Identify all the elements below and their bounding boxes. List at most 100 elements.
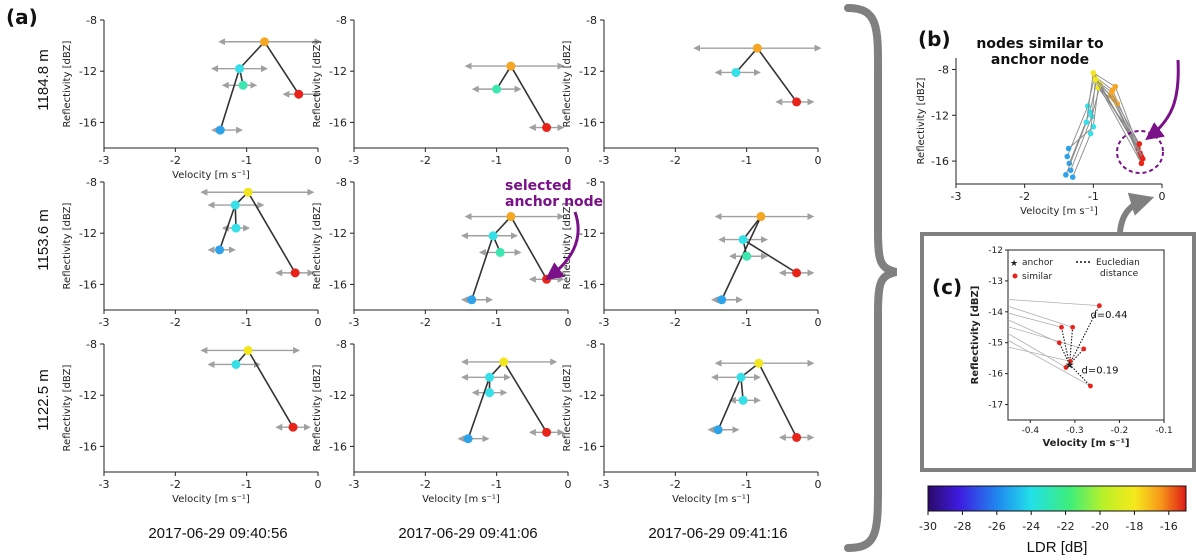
graph-node [230, 200, 240, 210]
x-tick-label: -1 [241, 478, 252, 491]
distance-line [1058, 342, 1071, 365]
graph-edge [735, 47, 758, 74]
graph-node [290, 268, 300, 278]
graph-edge [1072, 133, 1092, 178]
distance-label: d=0.19 [1082, 366, 1119, 377]
similar-annotation-arrow [1145, 59, 1180, 141]
graph-edge [1068, 126, 1094, 149]
graph-edge [756, 47, 798, 103]
graph-node [243, 345, 253, 355]
graph-edge [247, 349, 294, 428]
y-tick-label: -16 [931, 155, 949, 168]
graph-node [542, 427, 552, 437]
x-tick-label: -3 [349, 154, 360, 167]
x-tick-label: -1 [491, 316, 502, 329]
graph-node [243, 187, 253, 197]
distance-line [1068, 327, 1074, 365]
graph-node [238, 80, 248, 90]
anchor-annotation-arrow [545, 211, 580, 281]
y-tick-label: -12 [329, 65, 347, 78]
graph-edge [1092, 87, 1099, 127]
x-tick-label: -0.2 [1111, 426, 1129, 436]
y-tick-label: -12 [579, 227, 597, 240]
distance-line [1069, 305, 1100, 365]
graph-node [1112, 83, 1119, 90]
colorbar-tick-label: -16 [1160, 520, 1178, 533]
x-tick-label: -3 [599, 478, 610, 491]
colorbar-tick-label: -18 [1125, 520, 1143, 533]
x-tick-label: -2 [170, 154, 181, 167]
subplot-r3-c1: -3 -2 -1 0 -8 -12 -16 Reflectivity [dBZ] Velocit… [62, 338, 322, 505]
similar-node [1070, 324, 1076, 330]
x-tick-label: -0.1 [1155, 426, 1173, 436]
subplot-r3-c3: -3 -2 -1 0 -8 -12 -16 Reflectivity [dBZ] Velocit… [562, 338, 822, 505]
graph-node [756, 212, 766, 222]
anchor-annotation-line1: selected [505, 178, 572, 194]
y-tick-label: -17 [988, 401, 1003, 411]
graph-edge [467, 377, 491, 439]
legend-similar-marker [1012, 273, 1018, 279]
graph-edge [247, 191, 296, 274]
graph-edge [1094, 79, 1142, 164]
graph-edge [238, 41, 266, 70]
graph-node [792, 268, 802, 278]
col-label-2: 2017-06-29 09:41:06 [398, 525, 537, 542]
graph-node [467, 295, 477, 305]
colorbar-tick-label: -30 [919, 520, 937, 533]
y-tick-label: -16 [329, 116, 347, 129]
similar-annotation-line2: anchor node [991, 52, 1089, 68]
graph-node [731, 67, 741, 77]
graph-edge [1112, 89, 1139, 149]
y-tick-label: -8 [586, 176, 597, 189]
x-tick-label: -1 [741, 478, 752, 491]
x-tick-label: 0 [815, 154, 822, 167]
graph-edge [742, 216, 762, 241]
graph-node [1085, 103, 1091, 109]
x-tick-label: -2 [170, 316, 181, 329]
graph-node [1092, 76, 1099, 83]
y-tick-label: -8 [336, 14, 347, 27]
y-axis-label: Reflectivity [dBZ] [970, 286, 981, 385]
graph-node [738, 395, 748, 405]
graph-node [488, 231, 498, 241]
graph-node [1083, 119, 1090, 125]
legend-similar-label: similar [1022, 272, 1052, 282]
subplot-r1-c3: -3 -2 -1 0 -8 -12 -16 Reflectivity [dBZ] [562, 14, 822, 167]
context-edge [1007, 299, 1100, 307]
graph-node [1067, 167, 1074, 174]
graph-edge [1065, 121, 1087, 176]
panel-b-label: (b) [918, 27, 951, 51]
graph-edge [1093, 72, 1116, 88]
x-axis-label: Velocity [m s⁻¹] [172, 494, 250, 505]
graph-edge [1090, 79, 1096, 134]
graph-node [752, 43, 762, 53]
similar-node [1088, 383, 1093, 389]
x-tick-label: -2 [420, 478, 431, 491]
x-tick-label: -2 [1019, 190, 1030, 203]
y-axis-label: Reflectivity [dBZ] [312, 40, 323, 127]
similar-node [1096, 303, 1102, 309]
graph-node [1069, 174, 1076, 180]
y-tick-label: -8 [586, 14, 597, 27]
graph-node [1087, 130, 1094, 137]
y-tick-label: -12 [329, 227, 347, 240]
similar-nodes-circle [1116, 130, 1164, 174]
y-tick-label: -12 [79, 227, 97, 240]
context-edge [1007, 312, 1062, 328]
similar-node [1068, 358, 1073, 364]
distance-line [1068, 361, 1071, 365]
subplot-r2-c2: -3 -2 -1 0 -8 -12 -16 Reflectivity [dBZ] [312, 176, 572, 329]
context-edge [1007, 339, 1091, 387]
x-tick-label: -2 [670, 154, 681, 167]
graph-edge [263, 41, 300, 95]
x-tick-label: -3 [599, 316, 610, 329]
x-tick-label: -2 [670, 316, 681, 329]
graph-node [235, 64, 245, 74]
y-tick-label: -12 [579, 389, 597, 402]
y-tick-label: -13 [988, 277, 1003, 287]
y-tick-label: -8 [336, 338, 347, 351]
legend-distance-label: Eucledian [1096, 258, 1140, 268]
panel-c-label: (c) [932, 275, 962, 299]
y-tick-label: -12 [79, 65, 97, 78]
x-tick-label: 0 [565, 154, 572, 167]
